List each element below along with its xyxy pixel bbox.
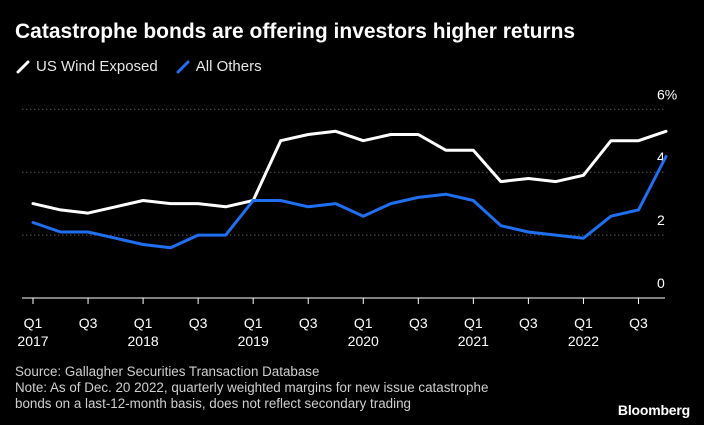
legend: US Wind Exposed All Others <box>16 58 280 75</box>
series-line-us-wind-exposed <box>31 129 668 215</box>
y-tick-label: 4 <box>657 149 665 165</box>
x-tick-label-quarter: Q3 <box>79 315 98 331</box>
legend-swatch-us-wind <box>16 60 30 73</box>
bloomberg-logo: Bloomberg <box>617 402 690 418</box>
x-tick-label-quarter: Q3 <box>409 315 428 331</box>
y-tick-label: 2 <box>657 212 665 228</box>
y-tick-label: 0 <box>657 275 665 291</box>
x-tick-label-quarter: Q1 <box>574 315 593 331</box>
legend-label-us-wind: US Wind Exposed <box>36 58 158 75</box>
x-tick-label-quarter: Q1 <box>354 315 373 331</box>
legend-item-us-wind: US Wind Exposed <box>16 58 158 75</box>
x-tick-label-quarter: Q3 <box>519 315 538 331</box>
x-tick-label-year: 2017 <box>17 333 48 349</box>
x-tick-label-quarter: Q3 <box>189 315 208 331</box>
x-tick-label-quarter: Q1 <box>134 315 153 331</box>
x-tick-label-quarter: Q3 <box>629 315 648 331</box>
legend-item-all-others: All Others <box>176 58 262 75</box>
x-tick-label-year: 2019 <box>238 333 269 349</box>
chart-title: Catastrophe bonds are offering investors… <box>15 20 576 43</box>
chart-footer: Source: Gallagher Securities Transaction… <box>15 364 488 411</box>
x-tick-label-quarter: Q1 <box>464 315 483 331</box>
source-note: Source: Gallagher Securities Transaction… <box>15 364 320 379</box>
x-tick-label-quarter: Q1 <box>24 315 43 331</box>
legend-swatch-all-others <box>176 60 190 73</box>
series-line-all-others <box>31 155 668 250</box>
y-tick-label: 6% <box>657 86 677 102</box>
note-line-2: bonds on a last-12-month basis, does not… <box>15 395 411 411</box>
x-tick-label-year: 2022 <box>568 333 599 349</box>
x-tick-label-year: 2020 <box>348 333 379 349</box>
x-tick-label-quarter: Q3 <box>299 315 318 331</box>
x-tick-label-quarter: Q1 <box>244 315 263 331</box>
note-line-1: Note: As of Dec. 20 2022, quarterly weig… <box>15 379 489 395</box>
legend-label-all-others: All Others <box>195 58 262 75</box>
x-tick-label-year: 2021 <box>458 333 489 349</box>
x-tick-label-year: 2018 <box>128 333 159 349</box>
